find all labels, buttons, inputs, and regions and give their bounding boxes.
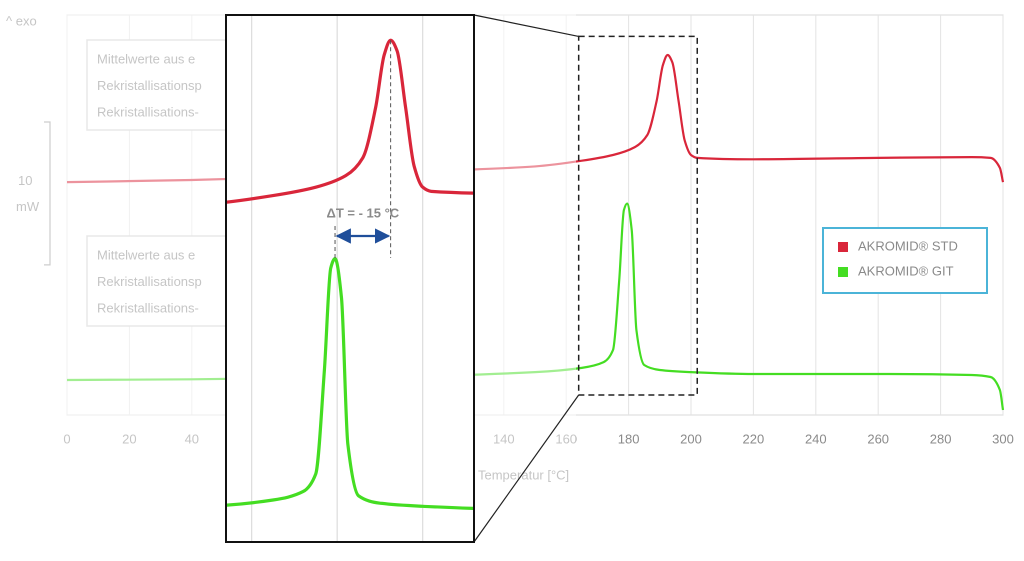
x-tick-label: 300 [992, 431, 1014, 446]
inset-plot: ΔT = - 15 °C [227, 16, 473, 541]
connector [473, 14, 579, 38]
zoom-box [577, 35, 698, 396]
series-line [227, 256, 473, 511]
x-tick-label: 280 [930, 431, 952, 446]
x-tick-label: 260 [867, 431, 889, 446]
legend: AKROMID® STD AKROMID® GIT [822, 227, 988, 294]
x-tick-label: 240 [805, 431, 827, 446]
x-tick-label: 200 [680, 431, 702, 446]
x-tick-label: 220 [743, 431, 765, 446]
legend-box [822, 227, 988, 294]
x-tick-label: 180 [618, 431, 640, 446]
legend-swatch [838, 267, 848, 277]
connector [473, 394, 580, 543]
legend-label: AKROMID® GIT [858, 263, 954, 278]
legend-swatch [838, 242, 848, 252]
series-line [227, 38, 473, 204]
delta-label: ΔT = - 15 °C [326, 205, 399, 220]
legend-label: AKROMID® STD [858, 238, 958, 253]
inset-frame [225, 14, 475, 543]
